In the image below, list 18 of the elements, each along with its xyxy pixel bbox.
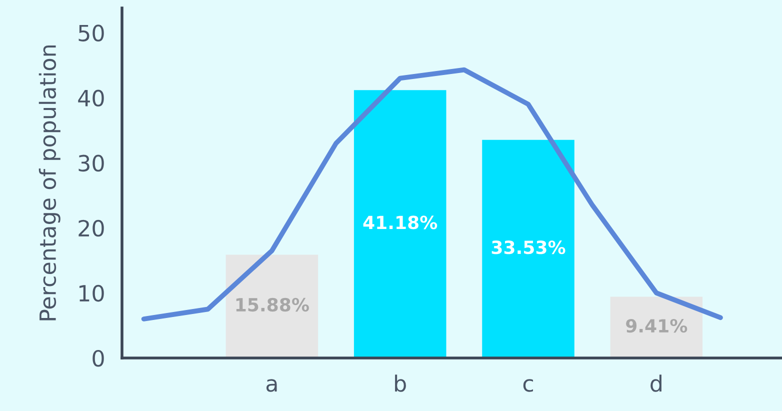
- y-tick-label: 50: [78, 24, 104, 42]
- data-label: 41.18%: [363, 216, 438, 230]
- y-axis-title: Percentage of population: [38, 45, 60, 320]
- bar: [226, 254, 318, 358]
- x-tick-label: a: [266, 379, 277, 392]
- y-tick-label: 0: [92, 350, 104, 367]
- x-tick-label: b: [395, 374, 406, 392]
- data-label: 15.88%: [236, 298, 309, 312]
- data-label: 33.53%: [492, 240, 566, 254]
- y-tick-label: 30: [78, 154, 104, 172]
- bar: [482, 140, 574, 358]
- y-tick-label: 20: [78, 220, 104, 237]
- y-tick-label: 10: [79, 284, 104, 302]
- x-tick-label: c: [523, 379, 533, 392]
- data-label: 9.41%: [626, 318, 688, 333]
- y-tick-label: 40: [78, 90, 104, 107]
- bar: [354, 90, 446, 358]
- x-tick-label: d: [650, 374, 662, 392]
